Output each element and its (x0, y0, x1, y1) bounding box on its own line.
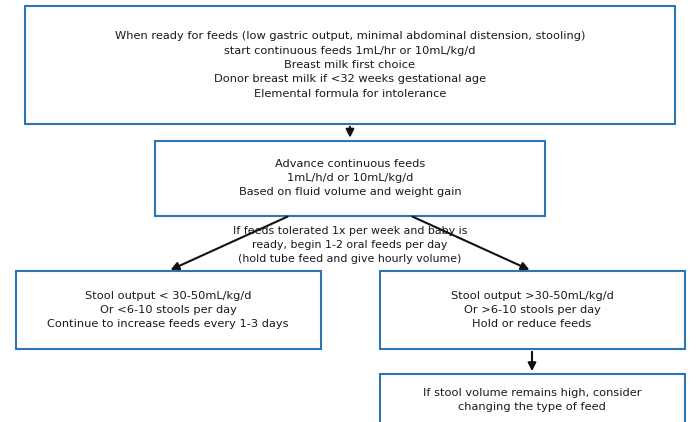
FancyBboxPatch shape (25, 6, 675, 124)
Text: Advance continuous feeds
1mL/h/d or 10mL/kg/d
Based on fluid volume and weight g: Advance continuous feeds 1mL/h/d or 10mL… (239, 159, 461, 197)
Text: Stool output < 30-50mL/kg/d
Or <6-10 stools per day
Continue to increase feeds e: Stool output < 30-50mL/kg/d Or <6-10 sto… (48, 291, 288, 330)
FancyBboxPatch shape (379, 271, 685, 349)
FancyBboxPatch shape (155, 141, 545, 216)
FancyBboxPatch shape (379, 374, 685, 422)
FancyBboxPatch shape (15, 271, 321, 349)
Text: Stool output >30-50mL/kg/d
Or >6-10 stools per day
Hold or reduce feeds: Stool output >30-50mL/kg/d Or >6-10 stoo… (451, 291, 613, 330)
Text: If stool volume remains high, consider
changing the type of feed: If stool volume remains high, consider c… (423, 388, 641, 412)
Text: When ready for feeds (low gastric output, minimal abdominal distension, stooling: When ready for feeds (low gastric output… (115, 31, 585, 99)
Text: If feeds tolerated 1x per week and baby is
ready, begin 1-2 oral feeds per day
(: If feeds tolerated 1x per week and baby … (232, 225, 468, 264)
